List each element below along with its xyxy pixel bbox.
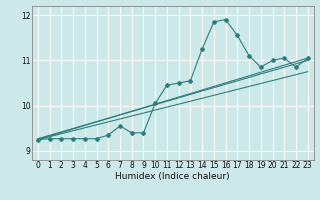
- X-axis label: Humidex (Indice chaleur): Humidex (Indice chaleur): [116, 172, 230, 181]
